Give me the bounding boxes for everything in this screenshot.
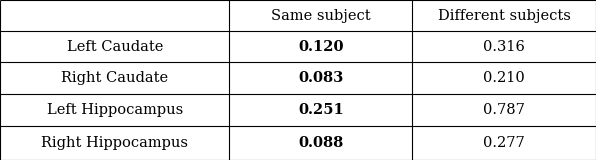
Text: Different subjects: Different subjects xyxy=(438,9,570,23)
Text: Right Hippocampus: Right Hippocampus xyxy=(41,136,188,150)
Text: Right Caudate: Right Caudate xyxy=(61,71,168,85)
Text: 0.210: 0.210 xyxy=(483,71,525,85)
Text: 0.251: 0.251 xyxy=(298,103,344,117)
Text: 0.088: 0.088 xyxy=(299,136,343,150)
Text: 0.083: 0.083 xyxy=(299,71,343,85)
Text: 0.316: 0.316 xyxy=(483,40,525,54)
Text: 0.277: 0.277 xyxy=(483,136,525,150)
Text: Same subject: Same subject xyxy=(271,9,371,23)
Text: 0.787: 0.787 xyxy=(483,103,525,117)
Text: Left Hippocampus: Left Hippocampus xyxy=(46,103,183,117)
Text: Left Caudate: Left Caudate xyxy=(67,40,163,54)
Text: 0.120: 0.120 xyxy=(298,40,344,54)
